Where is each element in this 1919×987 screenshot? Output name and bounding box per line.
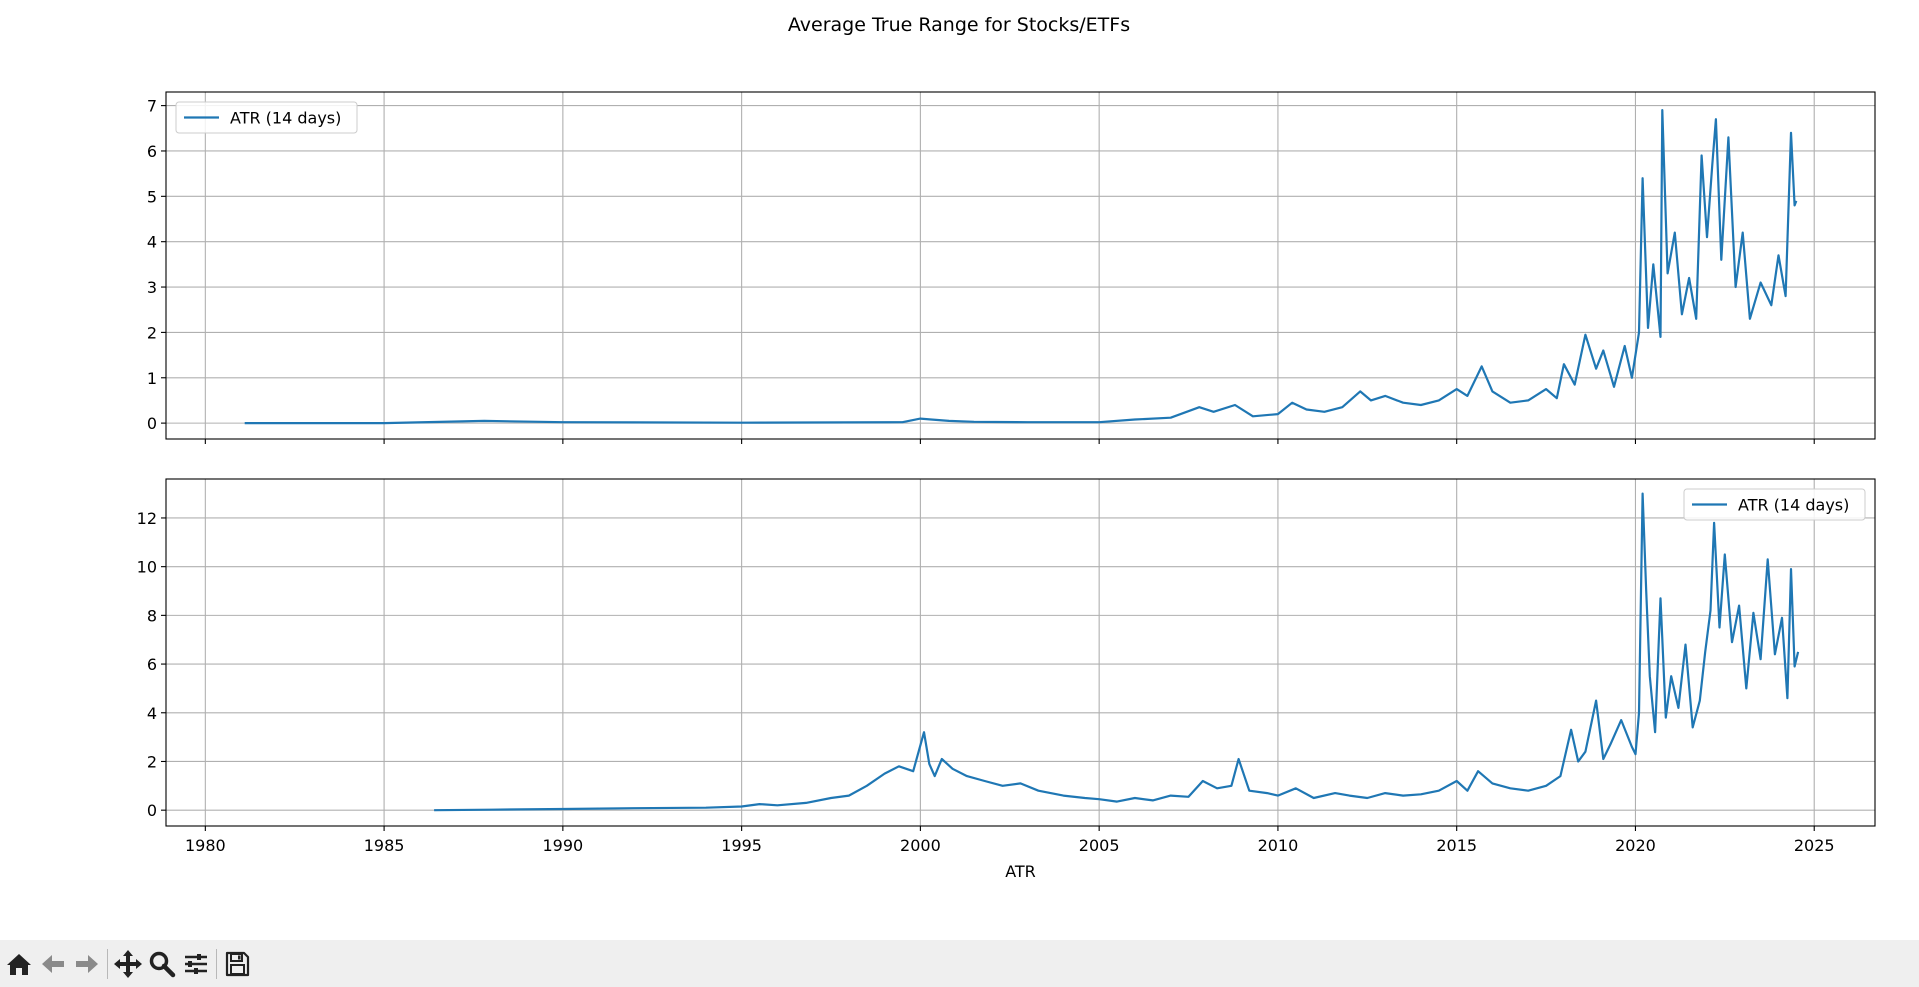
y-tick-label: 0	[147, 414, 157, 433]
y-tick-label: 3	[147, 278, 157, 297]
y-tick-label: 2	[147, 323, 157, 342]
y-tick-label: 6	[147, 655, 157, 674]
home-button[interactable]	[2, 944, 36, 984]
x-tick-label: 2000	[900, 836, 941, 855]
figure-title: Average True Range for Stocks/ETFs	[788, 14, 1130, 36]
toolbar-separator	[107, 948, 108, 979]
y-tick-label: 0	[147, 801, 157, 820]
configure-subplots-icon	[185, 953, 207, 974]
forward-button[interactable]	[70, 944, 104, 984]
y-tick-label: 10	[137, 558, 157, 577]
atr-series-line	[434, 492, 1800, 812]
x-axis-label: ATR	[1005, 862, 1036, 881]
y-tick-label: 5	[147, 187, 157, 206]
configure-subplots-button[interactable]	[179, 944, 213, 984]
save-icon	[225, 951, 250, 976]
pan-button[interactable]	[111, 944, 145, 984]
y-tick-label: 7	[147, 97, 157, 116]
axes-top: 0 1 2 3 4 5 6 7 ATR (14 days)	[147, 91, 1876, 444]
atr-series-line	[244, 108, 1798, 425]
legend-label: ATR (14 days)	[230, 109, 341, 128]
figure-canvas: Average True Range for Stocks/ETFs 01234…	[137, 14, 1876, 881]
axes-frame	[165, 91, 1876, 440]
back-button[interactable]	[36, 944, 70, 984]
x-tick-label: 1980	[185, 836, 226, 855]
pan-icon	[114, 949, 142, 978]
zoom-button[interactable]	[145, 944, 179, 984]
axes-bottom: 0 2 4 6 8 10 12 1980 1985 1990 1995 2000 2005 2010 201…	[137, 478, 1876, 881]
x-tick-label: 2020	[1615, 836, 1656, 855]
legend-box	[175, 101, 358, 134]
y-tick-label: 12	[137, 509, 157, 528]
save-button[interactable]	[220, 944, 254, 984]
x-tick-label: 1995	[721, 836, 762, 855]
legend: ATR (14 days)	[175, 101, 358, 134]
y-tick-label: 2	[147, 752, 157, 771]
y-tick-label: 1	[147, 369, 157, 388]
navigation-toolbar	[0, 940, 1919, 987]
legend-box	[1683, 488, 1866, 521]
x-tick-label: 2015	[1436, 836, 1477, 855]
x-tick-label: 1990	[543, 836, 584, 855]
y-tick-label: 8	[147, 606, 157, 625]
legend: ATR (14 days)	[1683, 488, 1866, 521]
zoom-icon	[149, 951, 176, 977]
x-tick-label: 2010	[1258, 836, 1299, 855]
axes-frame	[165, 478, 1876, 827]
y-tick-label: 6	[147, 142, 157, 161]
x-tick-label: 2005	[1079, 836, 1120, 855]
legend-label: ATR (14 days)	[1738, 496, 1849, 515]
back-icon	[42, 954, 64, 973]
home-icon	[7, 953, 31, 975]
x-tick-label: 2025	[1794, 836, 1835, 855]
x-tick-label: 1985	[364, 836, 405, 855]
forward-icon	[76, 954, 98, 973]
y-tick-label: 4	[147, 233, 157, 252]
y-tick-label: 4	[147, 704, 157, 723]
toolbar-separator	[216, 948, 217, 979]
